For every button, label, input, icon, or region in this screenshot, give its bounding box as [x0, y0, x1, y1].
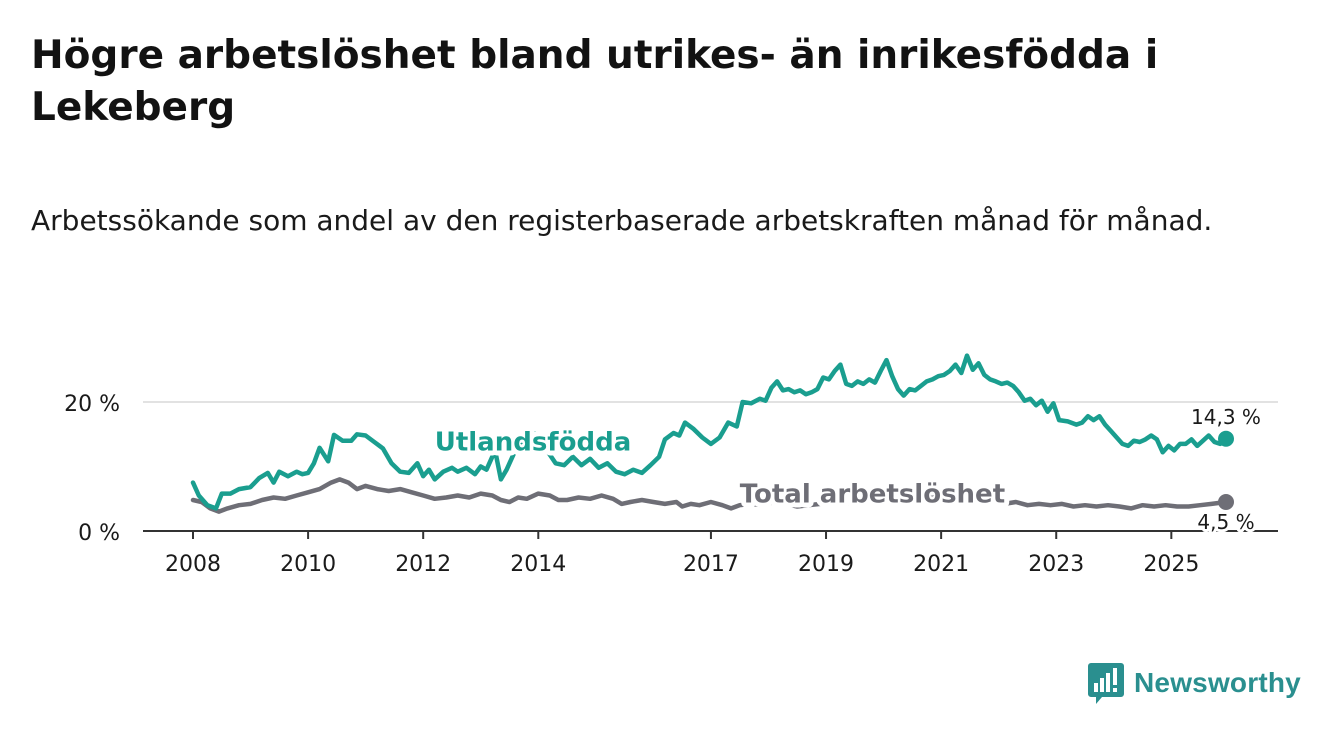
series-label-total: Total arbetslöshet — [740, 480, 1005, 510]
brand-name: Newsworthy — [1134, 667, 1301, 698]
end-point-total — [1218, 493, 1234, 510]
x-tick-label: 2025 — [1143, 552, 1199, 577]
chart-subtitle: Arbetssökande som andel av den registerb… — [31, 204, 1213, 237]
y-tick-label: 20 % — [64, 392, 120, 417]
x-tick-label: 2019 — [798, 552, 854, 577]
x-tick-label: 2010 — [280, 552, 336, 577]
series-label-utlandsfodda: Utlandsfödda — [435, 427, 632, 457]
end-label-utlandsfodda: 14,3 % — [1191, 405, 1261, 429]
newsworthy-logo-icon — [1088, 663, 1124, 704]
chart-title: Högre arbetslöshet bland utrikes- än inr… — [31, 33, 1159, 130]
x-tick-label: 2017 — [683, 552, 739, 577]
x-tick-label: 2012 — [395, 552, 451, 577]
x-tick-label: 2021 — [913, 552, 969, 577]
y-tick-label: 0 % — [78, 521, 120, 546]
end-point-utlandsfodda — [1218, 430, 1234, 447]
series-line-utlandsfodda — [190, 353, 1229, 511]
brand-logo: Newsworthy — [1088, 660, 1301, 706]
series-line-total — [190, 477, 1229, 514]
x-tick-label: 2023 — [1028, 552, 1084, 577]
x-tick-label: 2008 — [165, 552, 221, 577]
end-label-total: 4,5 % — [1197, 510, 1254, 534]
x-tick-label: 2014 — [510, 552, 566, 577]
